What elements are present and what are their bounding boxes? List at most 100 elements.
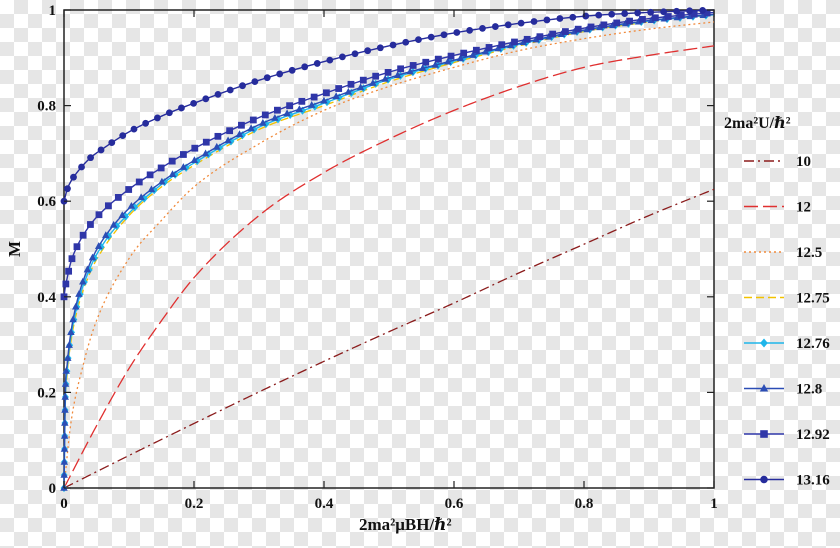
y-tick-label: 0 [49,481,57,497]
series-point-13.16 [595,11,603,19]
series-point-12.92 [298,97,306,105]
series-point-13.16 [517,19,525,27]
legend-marker [760,475,768,484]
series-point-12.8 [60,470,68,478]
series-point-12.8 [621,19,630,27]
series-point-12.8 [190,156,199,164]
series-point-12.92 [104,202,112,210]
legend-label: 12.8 [796,382,822,398]
series-point-13.16 [479,24,486,32]
series-point-12.8 [519,38,528,46]
series-point-12.8 [557,30,566,38]
series-point-13.16 [226,86,234,94]
series-point-12.76 [216,143,224,152]
series-point-12.92 [347,80,355,88]
series-12.92 [60,9,715,301]
y-tick-label: 0.6 [37,194,56,210]
series-point-12.8 [64,354,72,361]
series-point-12.92 [639,16,646,23]
series-point-13.16 [621,10,629,17]
series-point-12.92 [372,72,380,80]
series-point-12.92 [202,138,210,146]
series-point-12.76 [204,150,212,159]
series-point-12.8 [147,185,156,193]
series-point-12.76 [311,102,319,111]
series-line-12.92 [63,11,715,297]
series-12.5 [63,21,715,489]
series-point-12.8 [118,211,127,218]
series-point-12.8 [79,277,87,285]
series-point-12.92 [146,171,154,179]
series-point-12.92 [600,21,608,29]
series-point-12.8 [61,418,69,426]
series-point-13.16 [263,74,271,82]
series-point-12.92 [703,9,711,17]
series-point-12.92 [135,178,143,186]
series-point-12.8 [72,302,80,310]
series-point-12.8 [61,405,69,413]
legend-label: 12.92 [796,427,830,443]
series-point-12.92 [214,132,222,140]
series-point-13.16 [376,44,384,52]
series-line-12.8 [63,13,715,489]
series-point-12.92 [422,58,430,66]
series-point-12.8 [158,177,166,185]
series-point-12.8 [356,83,365,91]
series-point-13.16 [288,66,296,74]
series-point-12.92 [664,13,672,20]
series-point-13.16 [556,15,564,22]
series-point-13.16 [339,53,346,61]
series-point-12.92 [549,30,557,38]
series-point-13.16 [389,41,397,49]
series-point-12.76 [113,222,121,231]
series-point-12.8 [235,130,244,138]
plot-frame [63,9,715,489]
series-point-13.16 [178,104,185,112]
series-point-13.16 [427,33,435,41]
series-point-13.16 [119,132,127,140]
series-point-12.8 [168,170,177,178]
series-point-12.8 [406,67,414,75]
series-point-13.16 [87,154,94,162]
series-point-12.8 [60,444,69,452]
series-point-12.76 [335,93,343,102]
series-point-12.8 [596,23,604,31]
series-point-12.92 [523,35,531,43]
series-point-12.8 [259,118,267,126]
series-point-13.16 [608,10,616,18]
series-point-12.92 [65,267,73,275]
series-point-13.16 [415,36,422,44]
series-point-12.8 [381,74,389,82]
series-12.75 [63,14,715,489]
series-13.16 [60,7,715,205]
legend-label: 12.76 [796,336,830,352]
series-point-12.8 [201,149,210,157]
series-point-12.92 [191,144,199,152]
series-point-12.92 [87,221,94,228]
series-point-12.92 [472,46,480,54]
series-point-12.92 [651,14,659,22]
series-point-12.8 [224,136,232,144]
series-point-12.92 [180,151,187,158]
series-point-12.8 [609,21,617,29]
series-point-13.16 [699,7,706,14]
series-point-13.16 [251,78,259,86]
series-point-12.92 [536,33,544,41]
series-point-13.16 [154,114,161,122]
x-axis-title: 2ma²μBH/ℏ² [359,515,452,534]
series-point-12.8 [137,193,145,201]
series-point-12.92 [384,69,392,76]
series-point-12.76 [323,98,331,107]
y-tick-label: 0.4 [37,290,56,306]
series-point-12.92 [574,25,582,33]
series-point-12.92 [434,55,442,63]
series-point-12.92 [511,38,518,46]
series-point-12.8 [332,92,340,100]
legend: 2ma²U/ℏ² 10 12 12.5 12.75 12.76 12.8 12.92 13.1… [724,115,830,489]
series-point-12.76 [161,178,168,187]
series-point-12.92 [125,186,133,193]
series-point-13.16 [239,82,246,90]
series-point-12.92 [397,65,405,73]
series-point-12.92 [447,52,455,60]
